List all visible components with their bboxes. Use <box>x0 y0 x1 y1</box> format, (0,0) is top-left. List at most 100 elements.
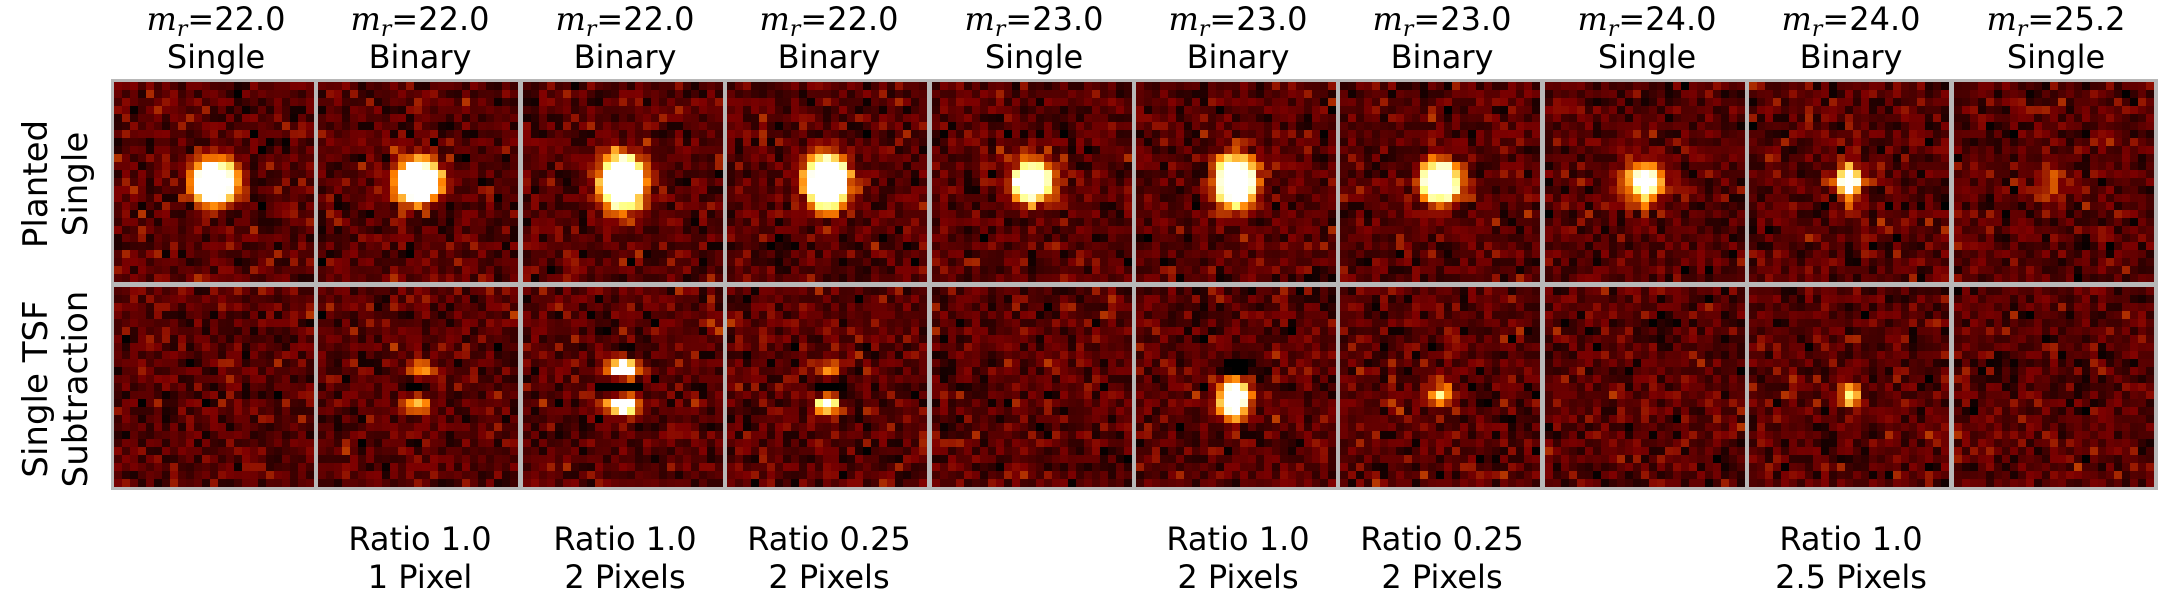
binary-parameters-note: Ratio 1.0 2 Pixels <box>523 520 727 596</box>
note-line: Ratio 1.0 <box>1779 520 1923 558</box>
magnitude-label: mr=24.0 <box>1545 0 1749 41</box>
note-line: Ratio 1.0 <box>1166 520 1310 558</box>
row-label-line-2: Single <box>56 131 96 237</box>
magnitude-symbol: m <box>1986 0 2017 38</box>
planted-source-image <box>1545 82 1745 282</box>
magnitude-value: =23.0 <box>1005 0 1104 38</box>
tsf-residual-image <box>1136 287 1336 487</box>
column-header: mr=22.0 Single <box>114 0 318 76</box>
note-line: Ratio 0.25 <box>1360 520 1524 558</box>
planted-source-image <box>523 82 723 282</box>
magnitude-value: =24.0 <box>1822 0 1921 38</box>
planted-source-image <box>1749 82 1949 282</box>
row-label-line-1: Planted <box>16 119 56 249</box>
magnitude-subscript: r <box>1402 17 1414 42</box>
tsf-residual-image <box>1545 287 1745 487</box>
magnitude-symbol: m <box>1168 0 1199 38</box>
magnitude-label: mr=24.0 <box>1749 0 1953 41</box>
tsf-residual-image <box>318 287 518 487</box>
planted-source-image <box>114 82 314 282</box>
magnitude-value: =25.2 <box>2027 0 2126 38</box>
magnitude-label: mr=22.0 <box>523 0 727 41</box>
magnitude-subscript: r <box>585 17 597 42</box>
magnitude-symbol: m <box>1577 0 1608 38</box>
row-label-line-2: Subtraction <box>56 290 96 488</box>
magnitude-label: mr=23.0 <box>1136 0 1340 41</box>
magnitude-subscript: r <box>380 17 392 42</box>
planted-source-image <box>1136 82 1336 282</box>
tsf-residual-image <box>932 287 1132 487</box>
magnitude-label: mr=23.0 <box>932 0 1136 41</box>
source-type: Binary <box>573 38 677 76</box>
tsf-residual-image <box>1954 287 2154 487</box>
note-line: 2.5 Pixels <box>1775 558 1927 596</box>
planted-source-image <box>932 82 1132 282</box>
magnitude-symbol: m <box>146 0 177 38</box>
column-header: mr=23.0 Single <box>932 0 1136 76</box>
column-header: mr=23.0 Binary <box>1136 0 1340 76</box>
column-header: mr=24.0 Single <box>1545 0 1749 76</box>
magnitude-subscript: r <box>994 17 1006 42</box>
binary-parameters-note: Ratio 0.25 2 Pixels <box>1340 520 1544 596</box>
source-type: Binary <box>1390 38 1494 76</box>
magnitude-label: mr=22.0 <box>114 0 318 41</box>
source-type: Binary <box>777 38 881 76</box>
magnitude-subscript: r <box>1607 17 1619 42</box>
binary-parameters-note: Ratio 0.25 2 Pixels <box>727 520 931 596</box>
magnitude-symbol: m <box>555 0 586 38</box>
note-line: Ratio 1.0 <box>553 520 697 558</box>
magnitude-symbol: m <box>1781 0 1812 38</box>
tsf-residual-image <box>1340 287 1540 487</box>
source-type: Binary <box>368 38 472 76</box>
tsf-residual-image <box>114 287 314 487</box>
note-line: 2 Pixels <box>564 558 686 596</box>
magnitude-symbol: m <box>759 0 790 38</box>
source-type: Single <box>1597 38 1697 76</box>
column-header: mr=22.0 Binary <box>318 0 522 76</box>
magnitude-label: mr=22.0 <box>318 0 522 41</box>
note-line: 2 Pixels <box>1177 558 1299 596</box>
magnitude-subscript: r <box>789 17 801 42</box>
magnitude-value: =22.0 <box>391 0 490 38</box>
source-type: Binary <box>1186 38 1290 76</box>
column-header: mr=24.0 Binary <box>1749 0 1953 76</box>
note-line: Ratio 0.25 <box>747 520 911 558</box>
column-header: mr=22.0 Binary <box>523 0 727 76</box>
magnitude-value: =24.0 <box>1618 0 1717 38</box>
binary-parameters-note: Ratio 1.0 2 Pixels <box>1136 520 1340 596</box>
planted-source-image <box>1340 82 1540 282</box>
magnitude-value: =22.0 <box>596 0 695 38</box>
note-line: 2 Pixels <box>768 558 890 596</box>
planted-source-image <box>727 82 927 282</box>
magnitude-value: =22.0 <box>187 0 286 38</box>
magnitude-subscript: r <box>1198 17 1210 42</box>
magnitude-label: mr=25.2 <box>1954 0 2158 41</box>
column-header: mr=22.0 Binary <box>727 0 931 76</box>
source-type: Single <box>2006 38 2106 76</box>
planted-source-image <box>1954 82 2154 282</box>
magnitude-value: =23.0 <box>1209 0 1308 38</box>
tsf-residual-image <box>727 287 927 487</box>
magnitude-value: =23.0 <box>1413 0 1512 38</box>
note-line: Ratio 1.0 <box>348 520 492 558</box>
magnitude-symbol: m <box>964 0 995 38</box>
magnitude-symbol: m <box>350 0 381 38</box>
magnitude-subscript: r <box>1811 17 1823 42</box>
magnitude-symbol: m <box>1372 0 1403 38</box>
magnitude-subscript: r <box>2016 17 2028 42</box>
magnitude-label: mr=22.0 <box>727 0 931 41</box>
row-label-planted-single: Planted Single <box>0 82 112 286</box>
tsf-residual-image <box>1749 287 1949 487</box>
magnitude-subscript: r <box>176 17 188 42</box>
note-line: 2 Pixels <box>1381 558 1503 596</box>
source-type: Single <box>166 38 266 76</box>
note-line: 1 Pixel <box>367 558 473 596</box>
planted-source-image <box>318 82 518 282</box>
binary-parameters-note: Ratio 1.0 1 Pixel <box>318 520 522 596</box>
binary-parameters-note: Ratio 1.0 2.5 Pixels <box>1749 520 1953 596</box>
source-type: Single <box>984 38 1084 76</box>
magnitude-value: =22.0 <box>800 0 899 38</box>
tsf-residual-image <box>523 287 723 487</box>
column-header: mr=25.2 Single <box>1954 0 2158 76</box>
magnitude-label: mr=23.0 <box>1340 0 1544 41</box>
